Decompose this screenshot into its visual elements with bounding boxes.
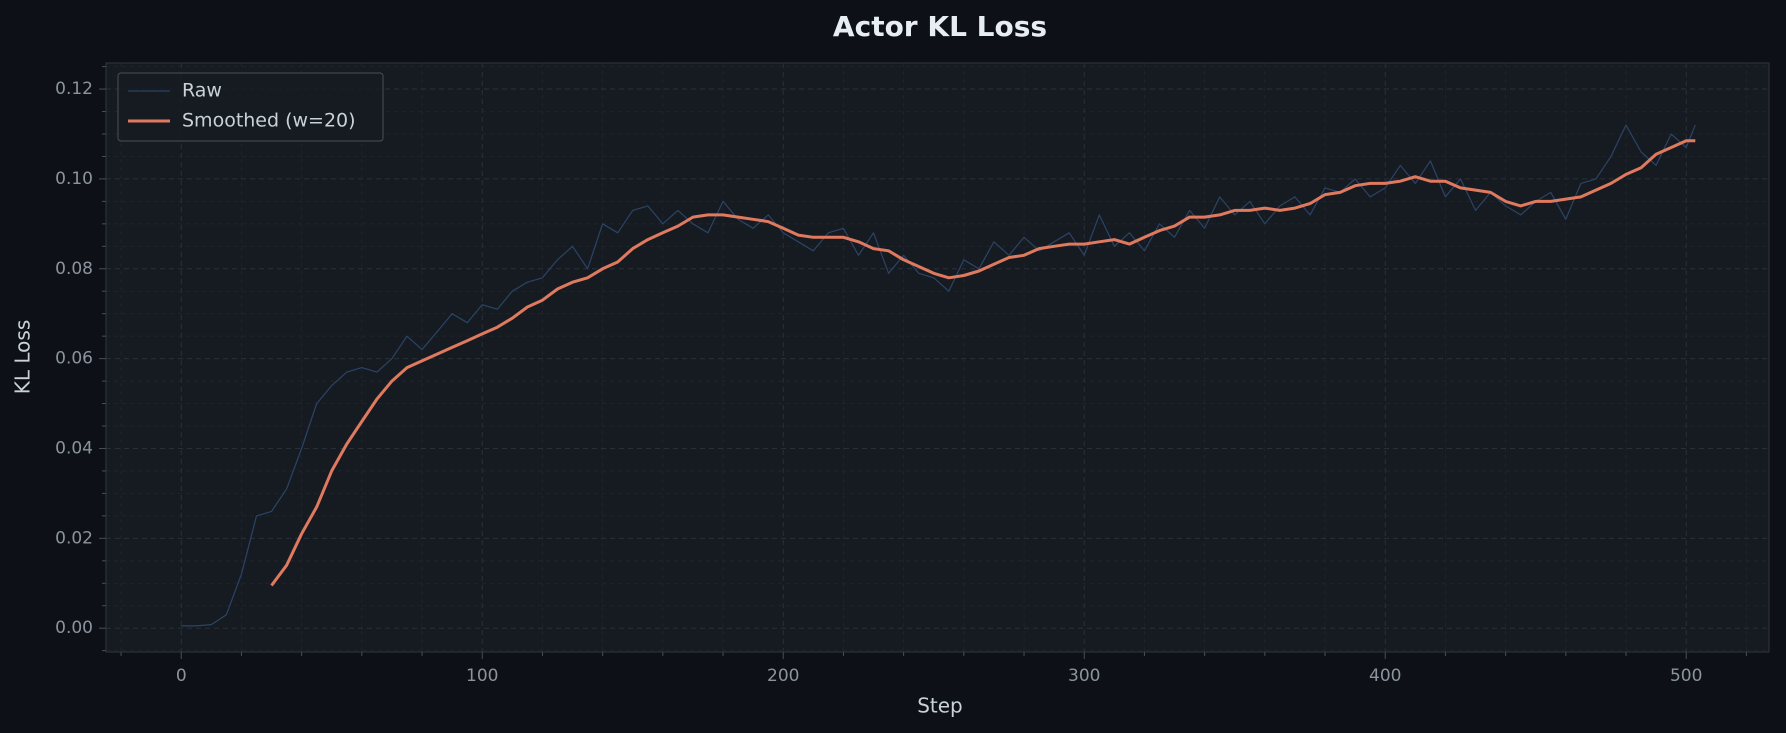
series-line xyxy=(270,139,1696,587)
y-tick-label: 0.08 xyxy=(55,259,93,279)
y-tick-label: 0.10 xyxy=(55,169,93,189)
chart-title: Actor KL Loss xyxy=(833,10,1047,43)
y-tick-label: 0.00 xyxy=(55,618,93,638)
legend-label: Raw xyxy=(182,80,222,102)
plot-area xyxy=(105,62,1770,653)
legend-label: Smoothed (w=20) xyxy=(182,110,356,132)
x-tick-label: 200 xyxy=(767,666,799,686)
series-line xyxy=(181,124,1696,627)
y-tick-label: 0.04 xyxy=(55,438,93,458)
x-tick-label: 500 xyxy=(1670,666,1702,686)
y-tick-label: 0.02 xyxy=(55,528,93,548)
y-tick-label: 0.12 xyxy=(55,79,93,99)
x-axis-label: Step xyxy=(917,694,963,718)
legend-box xyxy=(117,72,384,142)
x-tick-label: 100 xyxy=(466,666,498,686)
y-tick-label: 0.06 xyxy=(55,349,93,369)
x-tick-label: 300 xyxy=(1068,666,1100,686)
x-tick-label: 400 xyxy=(1369,666,1401,686)
x-tick-label: 0 xyxy=(176,666,187,686)
y-axis-label: KL Loss xyxy=(11,320,35,394)
